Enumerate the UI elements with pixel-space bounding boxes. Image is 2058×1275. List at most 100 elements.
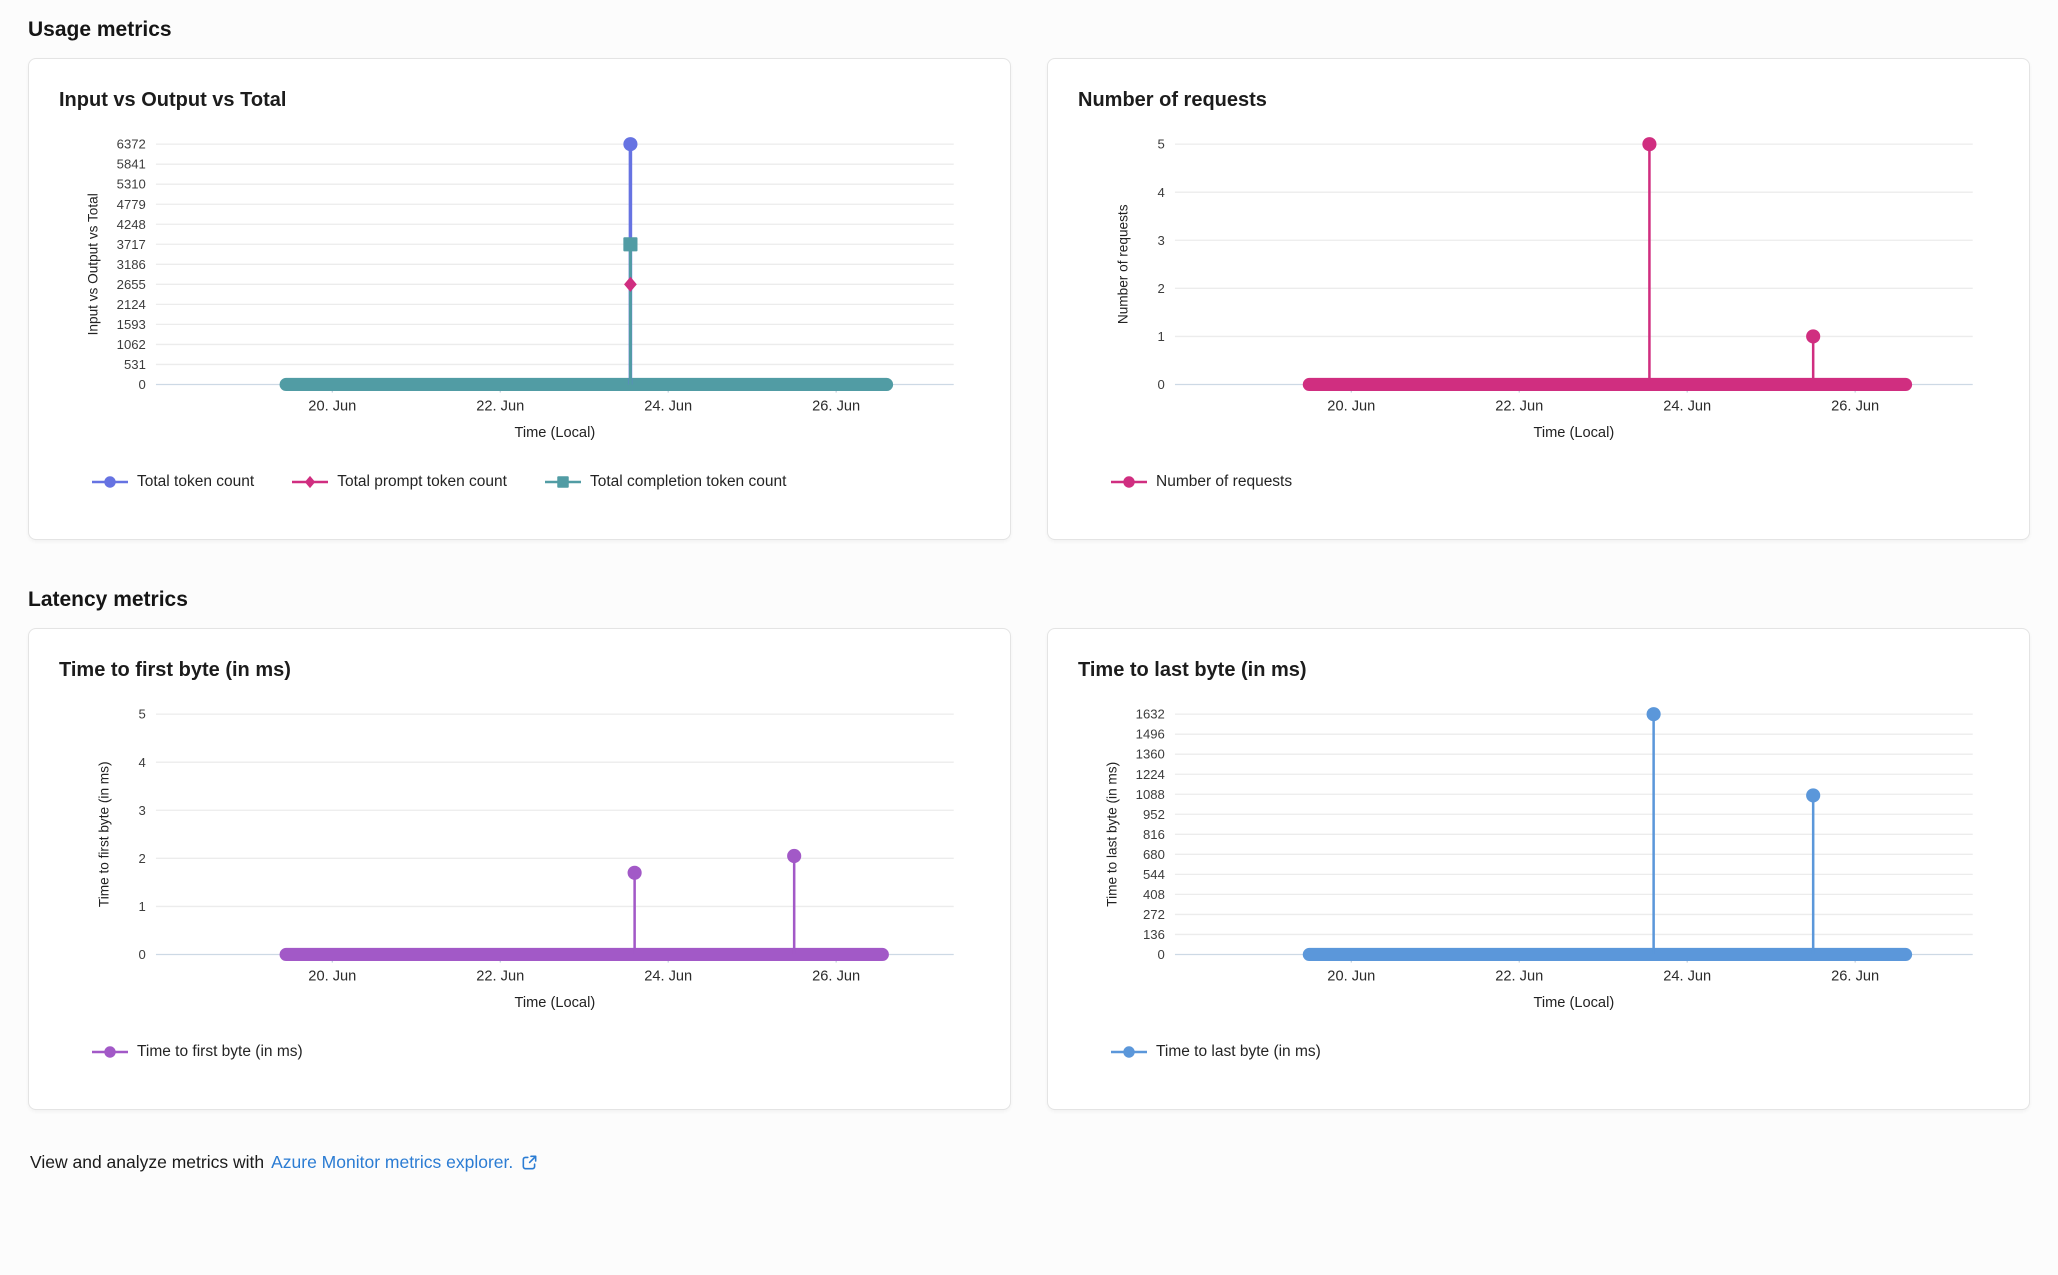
- svg-text:952: 952: [1143, 807, 1165, 822]
- series: [1642, 137, 1821, 385]
- svg-text:22. Jun: 22. Jun: [476, 399, 524, 415]
- svg-text:26. Jun: 26. Jun: [812, 399, 860, 415]
- svg-text:1360: 1360: [1136, 747, 1165, 762]
- chart-legend: Total token count Total prompt token coun…: [92, 473, 980, 491]
- section-title-latency: Latency metrics: [28, 588, 188, 612]
- svg-text:Time to first byte (in ms): Time to first byte (in ms): [96, 762, 111, 908]
- legend-item: Time to last byte (in ms): [1111, 1043, 1321, 1061]
- svg-text:2124: 2124: [117, 297, 146, 312]
- legend-item: Total prompt token count: [292, 473, 507, 491]
- svg-text:22. Jun: 22. Jun: [1495, 969, 1543, 985]
- square-legend-marker-icon: [544, 476, 581, 488]
- section-title-usage: Usage metrics: [28, 18, 172, 41]
- line-chart-input-output-total[interactable]: 0 531 1062 1593 2124 2655 3186 3717 4248 4779 5310…: [59, 130, 980, 449]
- series: [627, 848, 802, 955]
- axes: [155, 713, 954, 963]
- svg-text:26. Jun: 26. Jun: [1831, 399, 1879, 415]
- chart-legend: Time to first byte (in ms): [92, 1043, 980, 1061]
- svg-text:531: 531: [124, 357, 146, 372]
- line-chart-time-to-first-byte[interactable]: 0 1 2 3 4 5 20. Jun 22. Jun 24. Jun 26. Jun Time (…: [59, 700, 980, 1019]
- svg-text:20. Jun: 20. Jun: [1327, 399, 1375, 415]
- svg-text:Input vs Output vs Total: Input vs Output vs Total: [85, 193, 100, 335]
- axis-labels: 0 1 2 3 4 5 20. Jun 22. Jun 24. Jun 26. Jun Time (…: [96, 707, 860, 1011]
- svg-text:20. Jun: 20. Jun: [308, 969, 356, 985]
- legend-label: Number of requests: [1156, 473, 1293, 491]
- chart-card-input-output-total: Input vs Output vs Total 0 531 1062 1593 212…: [28, 58, 1011, 541]
- legend-item: Time to first byte (in ms): [92, 1043, 303, 1061]
- chart-card-number-of-requests: Number of requests 0 1 2 3 4 5 20. Jun 22. Jun 2…: [1047, 58, 2030, 541]
- svg-text:3717: 3717: [117, 237, 146, 252]
- chart-title: Time to first byte (in ms): [59, 659, 291, 682]
- legend-label: Total token count: [137, 473, 255, 491]
- svg-text:1496: 1496: [1136, 727, 1165, 742]
- latency-metrics-grid: Time to first byte (in ms) 0 1 2 3 4 5 20. Jun…: [28, 628, 2030, 1111]
- legend-label: Total completion token count: [589, 473, 787, 491]
- svg-text:3: 3: [139, 803, 146, 818]
- svg-text:2: 2: [139, 851, 146, 866]
- svg-text:24. Jun: 24. Jun: [644, 969, 692, 985]
- circle-legend-marker-icon: [92, 476, 128, 488]
- svg-text:26. Jun: 26. Jun: [812, 969, 860, 985]
- svg-text:5841: 5841: [117, 157, 146, 172]
- axes: [155, 143, 954, 393]
- series: [1646, 707, 1821, 955]
- axis-labels: 0 1 2 3 4 5 20. Jun 22. Jun 24. Jun 26. Jun Time (…: [1115, 137, 1879, 441]
- svg-text:3: 3: [1158, 233, 1165, 248]
- svg-text:0: 0: [139, 947, 146, 962]
- svg-text:272: 272: [1143, 907, 1165, 922]
- axis-labels: 0 531 1062 1593 2124 2655 3186 3717 4248 4779 5310…: [85, 137, 860, 441]
- svg-text:26. Jun: 26. Jun: [1831, 969, 1879, 985]
- svg-text:20. Jun: 20. Jun: [1327, 969, 1375, 985]
- svg-text:Number of requests: Number of requests: [1115, 204, 1130, 324]
- svg-text:22. Jun: 22. Jun: [1495, 399, 1543, 415]
- svg-text:3186: 3186: [117, 257, 146, 272]
- chart-title: Input vs Output vs Total: [59, 89, 287, 111]
- diamond-legend-marker-icon: [292, 475, 329, 489]
- svg-text:2: 2: [1158, 281, 1165, 296]
- footer-text: View and analyze metrics with: [30, 1152, 265, 1173]
- svg-text:408: 408: [1143, 887, 1165, 902]
- svg-text:544: 544: [1143, 867, 1165, 882]
- svg-text:24. Jun: 24. Jun: [1663, 969, 1711, 985]
- svg-text:1593: 1593: [117, 317, 146, 332]
- svg-text:24. Jun: 24. Jun: [644, 399, 692, 415]
- svg-text:4: 4: [139, 755, 146, 770]
- svg-text:5: 5: [139, 707, 146, 722]
- svg-text:136: 136: [1143, 927, 1165, 942]
- svg-text:1062: 1062: [117, 337, 146, 352]
- svg-text:20. Jun: 20. Jun: [308, 399, 356, 415]
- svg-text:4779: 4779: [117, 197, 146, 212]
- svg-text:Time (Local): Time (Local): [1533, 995, 1614, 1011]
- chart-legend: Time to last byte (in ms): [1111, 1043, 1999, 1061]
- usage-metrics-grid: Input vs Output vs Total 0 531 1062 1593 212…: [28, 58, 2030, 541]
- svg-text:680: 680: [1143, 847, 1165, 862]
- chart-card-time-to-first-byte: Time to first byte (in ms) 0 1 2 3 4 5 20. Jun…: [28, 628, 1011, 1111]
- legend-label: Time to last byte (in ms): [1156, 1043, 1321, 1061]
- svg-text:5310: 5310: [117, 177, 146, 192]
- axis-labels: 0 136 272 408 544 680 816 952 1088 1224 1360 1496 16…: [1104, 707, 1879, 1011]
- legend-item: Number of requests: [1111, 473, 1292, 491]
- svg-text:24. Jun: 24. Jun: [1663, 399, 1711, 415]
- chart-legend: Number of requests: [1111, 473, 1999, 491]
- svg-text:1632: 1632: [1136, 707, 1165, 722]
- svg-text:1224: 1224: [1136, 767, 1165, 782]
- svg-text:4: 4: [1158, 185, 1165, 200]
- line-chart-time-to-last-byte[interactable]: 0 136 272 408 544 680 816 952 1088 1224 1360 1496 16…: [1078, 700, 1999, 1019]
- chart-title: Number of requests: [1078, 89, 1267, 111]
- svg-text:Time (Local): Time (Local): [514, 425, 595, 441]
- external-link-icon: [522, 1155, 537, 1170]
- footer-link-label: Azure Monitor metrics explorer.: [271, 1152, 514, 1173]
- chart-card-time-to-last-byte: Time to last byte (in ms) 0 136 272 408 544 6…: [1047, 628, 2030, 1111]
- svg-text:6372: 6372: [117, 137, 146, 152]
- metrics-dashboard: Usage metrics Input vs Output vs Total 0…: [28, 18, 2030, 1173]
- footer-link[interactable]: Azure Monitor metrics explorer.: [271, 1152, 538, 1173]
- svg-text:Time (Local): Time (Local): [514, 995, 595, 1011]
- svg-text:816: 816: [1143, 827, 1165, 842]
- circle-legend-marker-icon: [92, 1046, 128, 1058]
- legend-label: Time to first byte (in ms): [137, 1043, 303, 1061]
- svg-text:0: 0: [139, 377, 146, 392]
- series: [623, 137, 638, 385]
- svg-text:1088: 1088: [1136, 787, 1165, 802]
- line-chart-number-of-requests[interactable]: 0 1 2 3 4 5 20. Jun 22. Jun 24. Jun 26. Jun Time (…: [1078, 130, 1999, 449]
- svg-text:0: 0: [1158, 377, 1165, 392]
